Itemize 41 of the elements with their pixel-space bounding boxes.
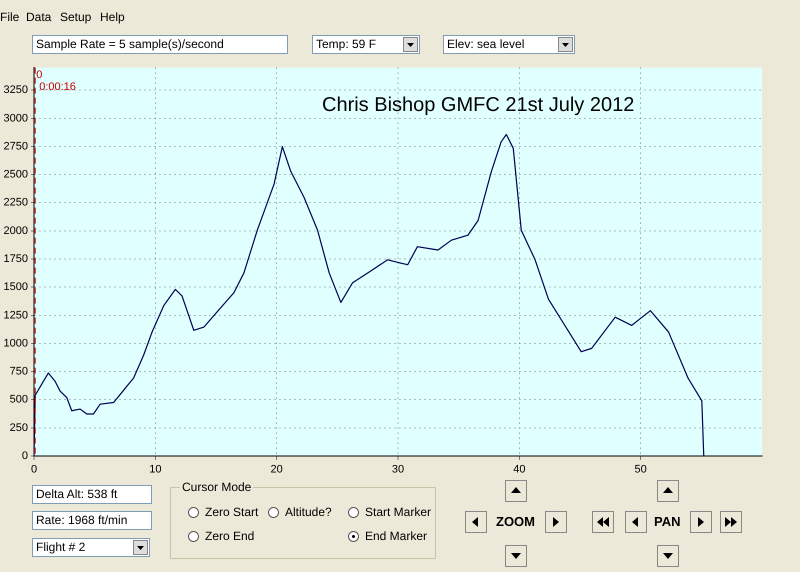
y-tick-label: 1500 [4, 281, 28, 294]
y-tick-label: 3000 [4, 112, 28, 124]
y-tick-label: 1000 [4, 337, 28, 350]
text: ZOOM [496, 514, 535, 529]
text: Help [100, 10, 125, 24]
y-tick-label: 0 [22, 450, 28, 462]
y-tick-label: 500 [10, 394, 28, 406]
text: Chris Bishop GMFC 21st July 2012 [322, 94, 634, 116]
text: Sample Rate = 5 sample(s)/second [36, 37, 224, 51]
y-tick-label: 250 [10, 422, 28, 434]
x-tick-label: 0 [30, 464, 38, 476]
text: End Marker [365, 529, 428, 543]
ref-line-label: 0 [36, 69, 42, 82]
text: Temp: 59 F [316, 37, 376, 51]
x-tick-label: 10 [149, 464, 162, 476]
y-tick-label: 750 [10, 366, 28, 378]
text: Zero Start [205, 505, 258, 519]
x-tick-label: 40 [513, 464, 526, 476]
text: Zero End [205, 529, 254, 543]
text: Flight # 2 [36, 540, 86, 554]
y-tick-label: 1750 [4, 253, 28, 266]
text: File [0, 10, 20, 24]
text: Rate: 1968 ft/min [36, 513, 128, 527]
text: Elev: sea level [447, 37, 524, 51]
y-tick-label: 2500 [4, 168, 28, 181]
x-tick-label: 20 [270, 464, 283, 476]
y-tick-label: 2000 [4, 224, 28, 237]
text: Data [26, 10, 52, 24]
x-tick-label: 30 [392, 464, 404, 476]
text: PAN [654, 514, 680, 529]
x-tick-label: 50 [634, 464, 647, 476]
text: Start Marker [365, 505, 432, 519]
text: Delta Alt: 538 ft [36, 487, 118, 501]
y-tick-label: 2250 [4, 196, 28, 209]
annotation: 0:00:16 [39, 81, 76, 94]
text: Cursor Mode [182, 480, 252, 494]
y-tick-label: 1250 [4, 309, 28, 322]
text: Altitude? [285, 505, 332, 519]
y-tick-label: 3250 [4, 84, 28, 96]
text: Setup [60, 10, 92, 24]
y-tick-label: 2750 [4, 140, 28, 152]
